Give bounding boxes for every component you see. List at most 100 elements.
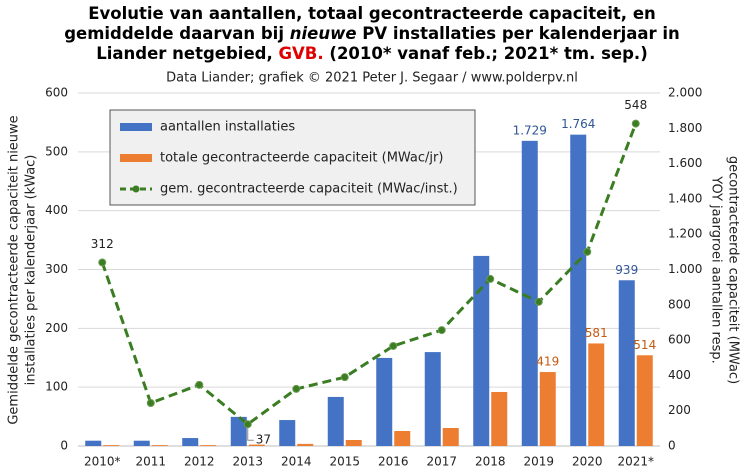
y-axis-label: Gemiddelde gecontracteerde capaciteit ni… [7, 115, 22, 424]
title-part: (2010* vanaf feb.; 2021* tm. sep.) [324, 44, 648, 63]
title-part: PV installaties per kalenderjaar in [357, 24, 680, 43]
y2-tick-label: 1.400 [668, 191, 702, 205]
y-tick-label: 600 [45, 86, 68, 100]
bar [133, 440, 150, 446]
title-part: gemiddelde daarvan bij [64, 24, 290, 43]
bar [473, 255, 490, 446]
bar [636, 355, 653, 446]
y2-tick-label: 0 [668, 439, 676, 453]
bar [394, 430, 411, 446]
y-tick-label: 500 [45, 144, 68, 158]
title-part: Evolutie van aantallen, totaal gecontrac… [88, 4, 656, 23]
x-tick-label: 2017 [426, 455, 457, 469]
y-tick-label: 400 [45, 203, 68, 217]
x-tick-label: 2013 [232, 455, 263, 469]
bar [570, 134, 587, 447]
bar [539, 372, 556, 446]
y2-tick-label: 800 [668, 297, 691, 311]
y-tick-label: 0 [60, 439, 68, 453]
bar [327, 396, 344, 446]
data-label: 514 [633, 338, 656, 352]
y2-tick-label: 600 [668, 333, 691, 347]
data-label: 1.729 [513, 123, 547, 137]
marker [389, 341, 398, 350]
y2-tick-label: 200 [668, 403, 691, 417]
subtitle: Data Liander; grafiek © 2021 Peter J. Se… [166, 71, 578, 86]
bar [297, 443, 314, 446]
bar [248, 444, 265, 446]
legend-box [109, 109, 476, 206]
bar [230, 416, 247, 446]
marker [534, 297, 543, 306]
marker [486, 274, 495, 283]
marker [631, 119, 640, 128]
y2-tick-label: 400 [668, 368, 691, 382]
y-axis-label: installaties per kalenderjaar (kWac) [24, 155, 39, 386]
y-tick-label: 300 [45, 262, 68, 276]
x-tick-label: 2016 [378, 455, 409, 469]
y-tick-label: 200 [45, 321, 68, 335]
bar [618, 280, 635, 446]
legend-label: totale gecontracteerde capaciteit (MWac/… [160, 151, 443, 166]
bar [200, 445, 217, 446]
marker [583, 247, 592, 256]
data-label: 419 [536, 355, 559, 369]
data-label: 939 [615, 263, 638, 277]
legend-marker [132, 185, 140, 193]
data-label: 37 [256, 433, 271, 447]
x-tick-label: 2018 [475, 455, 506, 469]
chart-title: gemiddelde daarvan bij nieuwe PV install… [64, 24, 680, 43]
marker [98, 258, 107, 267]
title-part: Liander netgebied, [96, 44, 278, 63]
marker [437, 326, 446, 335]
x-tick-label: 2019 [523, 455, 554, 469]
marker [340, 373, 349, 382]
y-tick-label: 100 [45, 380, 68, 394]
x-tick-label: 2014 [281, 455, 312, 469]
label-leader [247, 428, 254, 441]
bar [182, 438, 199, 446]
legend-label: gem. gecontracteerde capaciteit (MWac/in… [160, 182, 458, 197]
data-label: 312 [91, 237, 114, 251]
bar [279, 420, 296, 446]
chart-title: Evolutie van aantallen, totaal gecontrac… [88, 4, 656, 23]
legend-swatch [120, 154, 152, 162]
y2-axis-label: gecontracteerde capaciteit (MWac) [726, 156, 741, 384]
bar [151, 445, 168, 446]
marker [243, 420, 252, 429]
x-tick-label: 2011 [135, 455, 166, 469]
marker [292, 384, 301, 393]
x-tick-label: 2010* [84, 455, 121, 469]
y2-tick-label: 1.000 [668, 262, 702, 276]
bar [85, 440, 102, 446]
title-part: nieuwe [290, 24, 357, 43]
bar [588, 343, 605, 446]
data-label: 548 [624, 98, 647, 112]
x-tick-label: 2020 [572, 455, 603, 469]
data-label: 1.764 [561, 117, 595, 131]
y2-tick-label: 1.200 [668, 227, 702, 241]
legend-label: aantallen installaties [160, 120, 295, 135]
y2-axis-label: YOY jaargroei aantallen resp. [709, 175, 724, 364]
bar [491, 391, 508, 446]
data-label: 581 [585, 326, 608, 340]
title-part: GVB. [278, 44, 323, 63]
marker [146, 399, 155, 408]
y2-tick-label: 1.800 [668, 121, 702, 135]
bar [521, 140, 538, 447]
legend-swatch [120, 123, 152, 131]
y2-tick-label: 1.600 [668, 156, 702, 170]
bar [376, 357, 393, 446]
chart-title: Liander netgebied, GVB. (2010* vanaf feb… [96, 44, 648, 63]
bar [424, 352, 441, 446]
bar [442, 427, 459, 446]
bar [103, 445, 120, 446]
y2-tick-label: 2.000 [668, 86, 702, 100]
bar [345, 439, 362, 446]
x-tick-label: 2021* [617, 455, 654, 469]
marker [195, 380, 204, 389]
x-tick-label: 2015 [329, 455, 360, 469]
line [100, 123, 638, 427]
x-tick-label: 2012 [184, 455, 215, 469]
